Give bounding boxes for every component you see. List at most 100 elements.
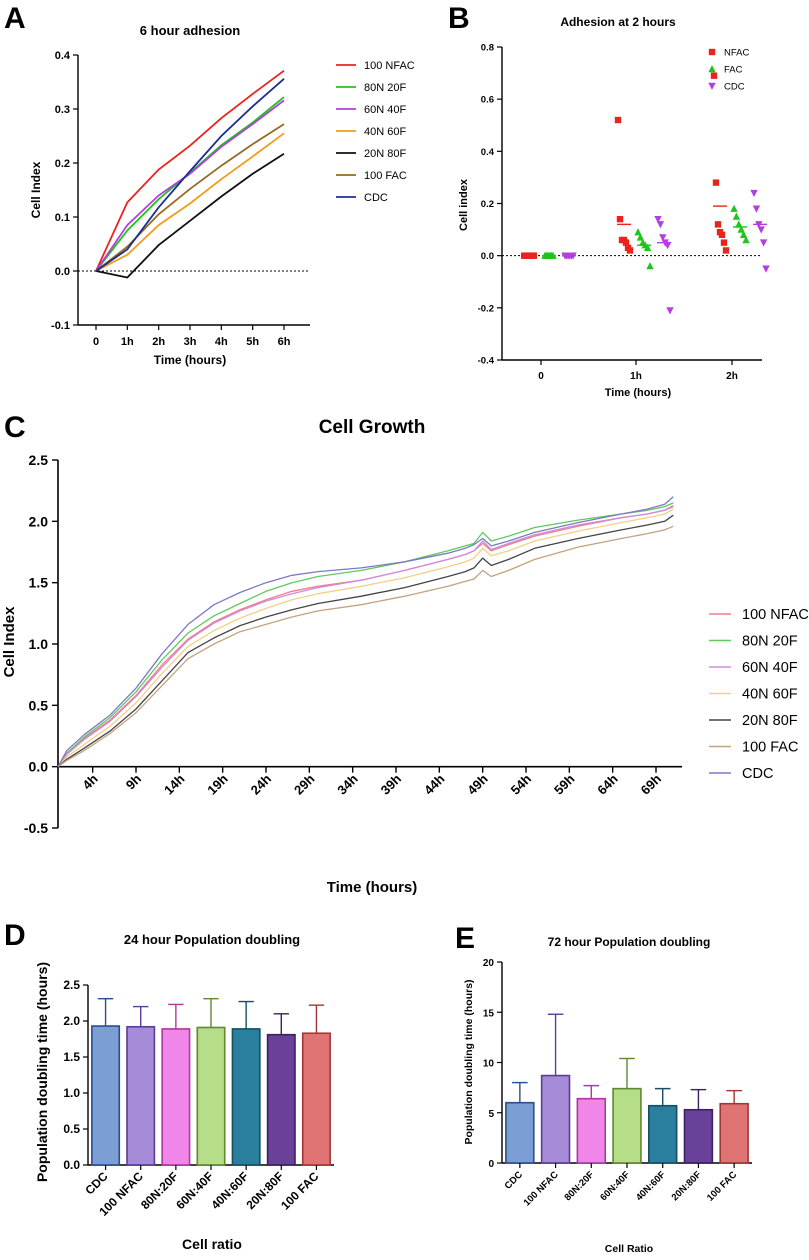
x-tick-label: 59h [551, 771, 577, 797]
legend-label: 80N 20F [742, 634, 798, 650]
bar-100-fac [301, 1032, 331, 1166]
legend-marker [708, 48, 716, 56]
series-line-100-fac [95, 123, 285, 272]
y-tick-label: 1.5 [63, 1050, 80, 1064]
x-tick-label: 1h [121, 336, 134, 348]
bar-20n-80f [683, 1108, 714, 1164]
data-point-cdc [659, 234, 667, 242]
series-line-cdc [95, 78, 285, 272]
y-tick-label: 0.4 [481, 147, 495, 158]
legend-marker [708, 65, 716, 73]
x-tick-label: 24h [248, 771, 274, 797]
series-line-40n-60f [57, 508, 674, 768]
legend-label: 100 NFAC [742, 607, 809, 623]
x-tick-label: 39h [378, 771, 404, 797]
data-point-cdc [656, 221, 665, 229]
x-tick-label: 54h [508, 771, 534, 797]
x-tick-label: 69h [638, 771, 664, 797]
x-tick-label: 34h [334, 771, 360, 797]
data-point-nfac [614, 116, 622, 124]
data-point-nfac [720, 239, 728, 246]
y-tick-label: 2.5 [29, 452, 49, 468]
x-tick-label: 5h [246, 336, 259, 348]
y-tick-label: 0.0 [55, 266, 70, 278]
data-point-cdc [757, 226, 765, 234]
y-axis-title: Cell Index [29, 161, 43, 218]
chart-title: Cell Growth [319, 417, 426, 438]
panel-d-bar-chart: 24 hour Population doubling 0.0 0.5 1.0 1.5 2… [34, 932, 334, 1252]
bar-60n-40f [612, 1087, 642, 1164]
y-tick-label: -0.5 [24, 820, 48, 836]
legend-label: 60N 40F [742, 660, 798, 676]
data-point-fac [634, 228, 642, 236]
x-axis-title: Time (hours) [327, 879, 418, 896]
y-tick-label: 0.5 [63, 1122, 80, 1136]
chart-title: 24 hour Population doubling [124, 932, 300, 947]
y-tick-label: 2.0 [63, 1014, 80, 1028]
x-tick-label: CDC [82, 1169, 111, 1198]
legend-label: FAC [724, 65, 743, 76]
data-point-cdc [752, 205, 761, 213]
panel-b-scatter-chart: Adhesion at 2 hours -0.4 -0.2 0.0 0.2 0.4 0.6 0… [458, 15, 770, 399]
legend-label: 100 FAC [742, 740, 798, 756]
y-tick-label: 0.6 [481, 95, 494, 106]
data-point-cdc [654, 215, 662, 224]
data-point-fac [732, 212, 741, 220]
data-point-nfac [622, 239, 630, 246]
data-point-fac [730, 204, 738, 212]
y-tick-label: 20 [483, 958, 495, 969]
data-point-nfac [712, 179, 720, 186]
y-tick-label: 1.0 [63, 1086, 80, 1100]
y-tick-label: 0 [488, 1159, 494, 1170]
bar-100-nfac [540, 1074, 571, 1164]
legend-label: CDC [724, 82, 745, 93]
x-axis-title: Time (hours) [154, 353, 226, 367]
chart-title: Adhesion at 2 hours [560, 15, 676, 29]
x-tick-label: 0 [93, 336, 99, 348]
y-tick-label: 0.0 [29, 759, 49, 775]
legend-label: 20N 80F [742, 713, 798, 729]
y-tick-label: -0.2 [478, 303, 494, 314]
x-tick-label: CDC [503, 1169, 525, 1191]
data-point-nfac [714, 221, 722, 228]
x-tick-label: 64h [594, 771, 620, 797]
x-tick-label: 60N:40F [598, 1169, 632, 1203]
data-point-fac [735, 220, 743, 228]
data-point-fac [737, 225, 745, 233]
x-tick-label: 40N:60F [208, 1169, 251, 1212]
x-tick-label: 40N:60F [634, 1169, 668, 1203]
data-point-nfac [626, 247, 634, 254]
legend-label: 20N 80F [364, 148, 406, 160]
data-point-fac [739, 230, 748, 238]
y-axis-title: Population doubling time (hours) [463, 979, 475, 1144]
y-tick-label: 2.0 [29, 513, 49, 529]
panel-c-line-chart: Cell Growth -0.5 0.0 0.5 1.0 1.5 2.0 2.5 4h 9h 14h… [1, 417, 809, 896]
x-tick-label: 14h [161, 771, 187, 797]
legend-label: 100 NFAC [364, 60, 415, 72]
panel-label-a: A [4, 2, 26, 35]
x-tick-label: 6h [278, 336, 291, 348]
legend-label: 100 FAC [364, 170, 407, 182]
y-tick-label: 1.5 [29, 575, 49, 591]
y-axis-title: Cell index [458, 178, 470, 231]
x-tick-label: 100 NFAC [522, 1169, 561, 1208]
series-line-80n-20f [57, 502, 674, 768]
data-point-fac [643, 243, 652, 252]
data-point-nfac [710, 72, 718, 79]
panel-label-c: C [4, 411, 26, 444]
x-tick-label: 3h [184, 336, 197, 348]
panel-label-d: D [4, 919, 26, 952]
legend-label: NFAC [724, 48, 749, 59]
legend-label: 40N 60F [364, 126, 406, 138]
x-tick-label: 0 [538, 371, 544, 382]
y-axis-title: Population doubling time (hours) [34, 962, 50, 1182]
x-tick-label: 80N:20F [562, 1169, 596, 1203]
data-point-fac [636, 233, 645, 241]
y-tick-label: 0.0 [63, 1158, 80, 1172]
x-tick-label: 2h [152, 336, 165, 348]
bar-60n-40f [196, 1026, 226, 1166]
legend-label: CDC [742, 766, 773, 782]
y-tick-label: 0.2 [55, 158, 70, 170]
y-tick-label: 10 [483, 1059, 495, 1070]
